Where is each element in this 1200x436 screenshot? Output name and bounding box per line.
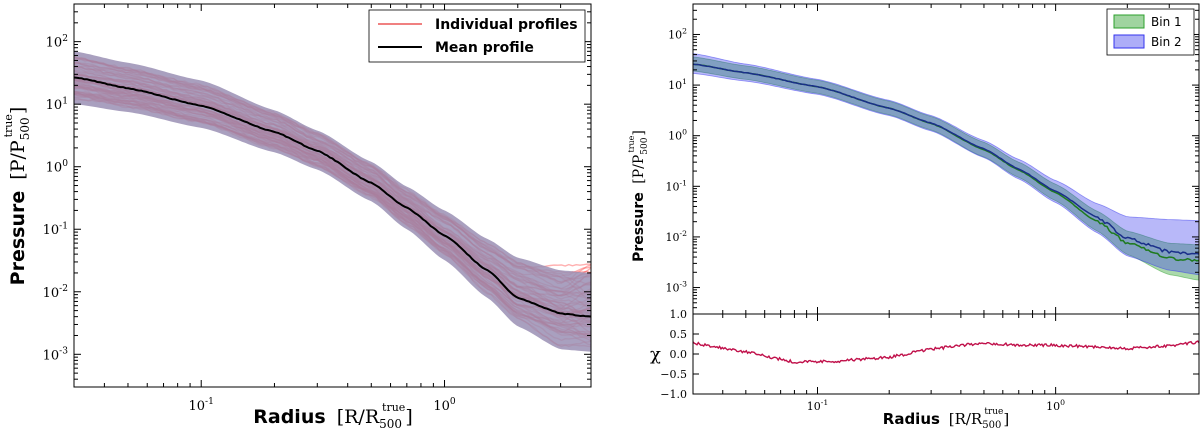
- bin-2-band: [693, 53, 1199, 276]
- right-legend: Bin 1 Bin 2: [1106, 8, 1195, 56]
- right-ticks: 10-3 10-2 10-1 100 101 102: [666, 3, 1200, 315]
- chi-y-tick-label: 0.0: [670, 348, 688, 361]
- right-x-tick-label: 100: [1046, 398, 1065, 413]
- right-y-tick-label: 101: [668, 77, 687, 92]
- left-x-tick-label: 10-1: [189, 397, 214, 414]
- right-y-tick-label: 102: [668, 27, 687, 42]
- legend-swatch-bin-1: [1113, 14, 1145, 29]
- legend-label-bin-1: Bin 1: [1151, 15, 1182, 29]
- left-y-tick-label: 100: [46, 159, 69, 176]
- right-y-tick-label: 10-1: [666, 178, 688, 193]
- right-chart: 10-3 10-2 10-1 100 101 102 Bin 1 Bin 2 Pressu…: [627, 3, 1200, 315]
- right-y-tick-label: 10-3: [666, 280, 688, 295]
- right-legend-box: [1106, 8, 1195, 56]
- legend-label-bin-2: Bin 2: [1151, 35, 1182, 49]
- right-y-tick-label: 100: [668, 128, 687, 143]
- right-y-tick-label: 10-2: [666, 229, 688, 244]
- chi-ticks: −1.0 −0.5 0.0 0.5 1.0 10-1 100: [660, 308, 1200, 413]
- left-chart: 10-1 100 10-3 10-2 10-1 100 101 102 Individual …: [2, 3, 592, 431]
- legend-label-individual: Individual profiles: [435, 17, 578, 33]
- bin-1-band: [693, 56, 1199, 281]
- left-y-tick-label: 10-3: [43, 346, 69, 363]
- left-y-axis-label: Pressure [P/P500true]: [2, 107, 32, 286]
- chi-chart: −1.0 −0.5 0.0 0.5 1.0 10-1 100 χ Radius [R/R50…: [650, 308, 1200, 431]
- right-y-axis-label: Pressure [P/P500true]: [627, 130, 650, 262]
- left-y-tick-label: 10-1: [43, 221, 68, 238]
- chi-y-axis-label: χ: [650, 344, 661, 365]
- right-x-tick-label: 10-1: [807, 398, 829, 413]
- right-x-axis-label: Radius [R/R500true]: [883, 407, 1009, 431]
- left-y-tick-label: 102: [46, 34, 68, 51]
- chi-y-tick-label: 1.0: [670, 308, 688, 321]
- left-ticks: 10-1 100 10-3 10-2 10-1 100 101 102: [43, 3, 592, 414]
- chi-y-tick-label: −1.0: [660, 388, 687, 401]
- legend-swatch-bin-2: [1113, 34, 1145, 49]
- left-y-tick-label: 10-2: [43, 284, 68, 301]
- legend-label-mean: Mean profile: [435, 40, 534, 56]
- left-axes-frame: [73, 3, 592, 388]
- mean-profile-line: [74, 76, 591, 318]
- chi-axes-frame: [692, 313, 1200, 395]
- left-y-tick-label: 101: [46, 96, 68, 113]
- left-legend-box: [368, 9, 586, 63]
- bin-2-line: [693, 63, 1199, 256]
- left-legend: Individual profiles Mean profile: [368, 9, 586, 63]
- left-x-tick-label: 100: [433, 397, 456, 414]
- mean-profile-band: [74, 51, 591, 352]
- left-x-axis-label: Radius [R/R500true]: [253, 401, 413, 431]
- chi-line: [693, 340, 1199, 364]
- chi-y-tick-label: 0.5: [670, 328, 688, 341]
- chi-y-tick-label: −0.5: [660, 368, 687, 381]
